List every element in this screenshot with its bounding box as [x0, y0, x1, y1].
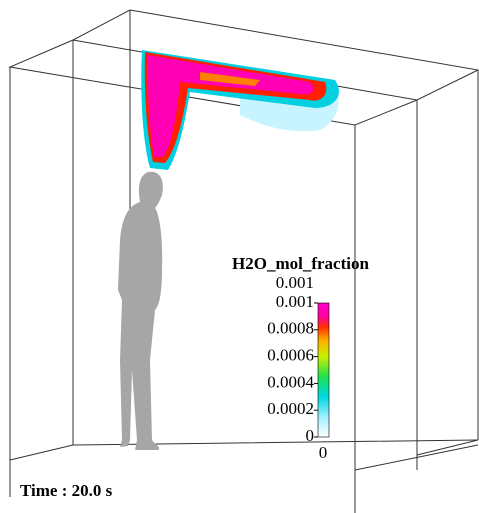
plume [141, 50, 339, 170]
colorbar-tick-label: 0.0002 [267, 399, 314, 418]
colorbar [318, 303, 329, 437]
person [118, 172, 163, 450]
colorbar-max: 0.001 [276, 273, 314, 292]
time-label: Time : 20.0 s [20, 481, 113, 500]
colorbar-tick-label: 0.0006 [267, 346, 314, 365]
scene: H2O_mol_fraction 0.001 0 Time : 20.0 s 0… [0, 0, 479, 513]
colorbar-min: 0 [319, 443, 328, 462]
colorbar-tick-label: 0.0004 [267, 372, 314, 391]
colorbar-tick-label: 0.001 [276, 292, 314, 311]
colorbar-title: H2O_mol_fraction [232, 254, 369, 273]
colorbar-tick-label: 0 [306, 426, 315, 445]
colorbar-tick-label: 0.0008 [267, 319, 314, 338]
